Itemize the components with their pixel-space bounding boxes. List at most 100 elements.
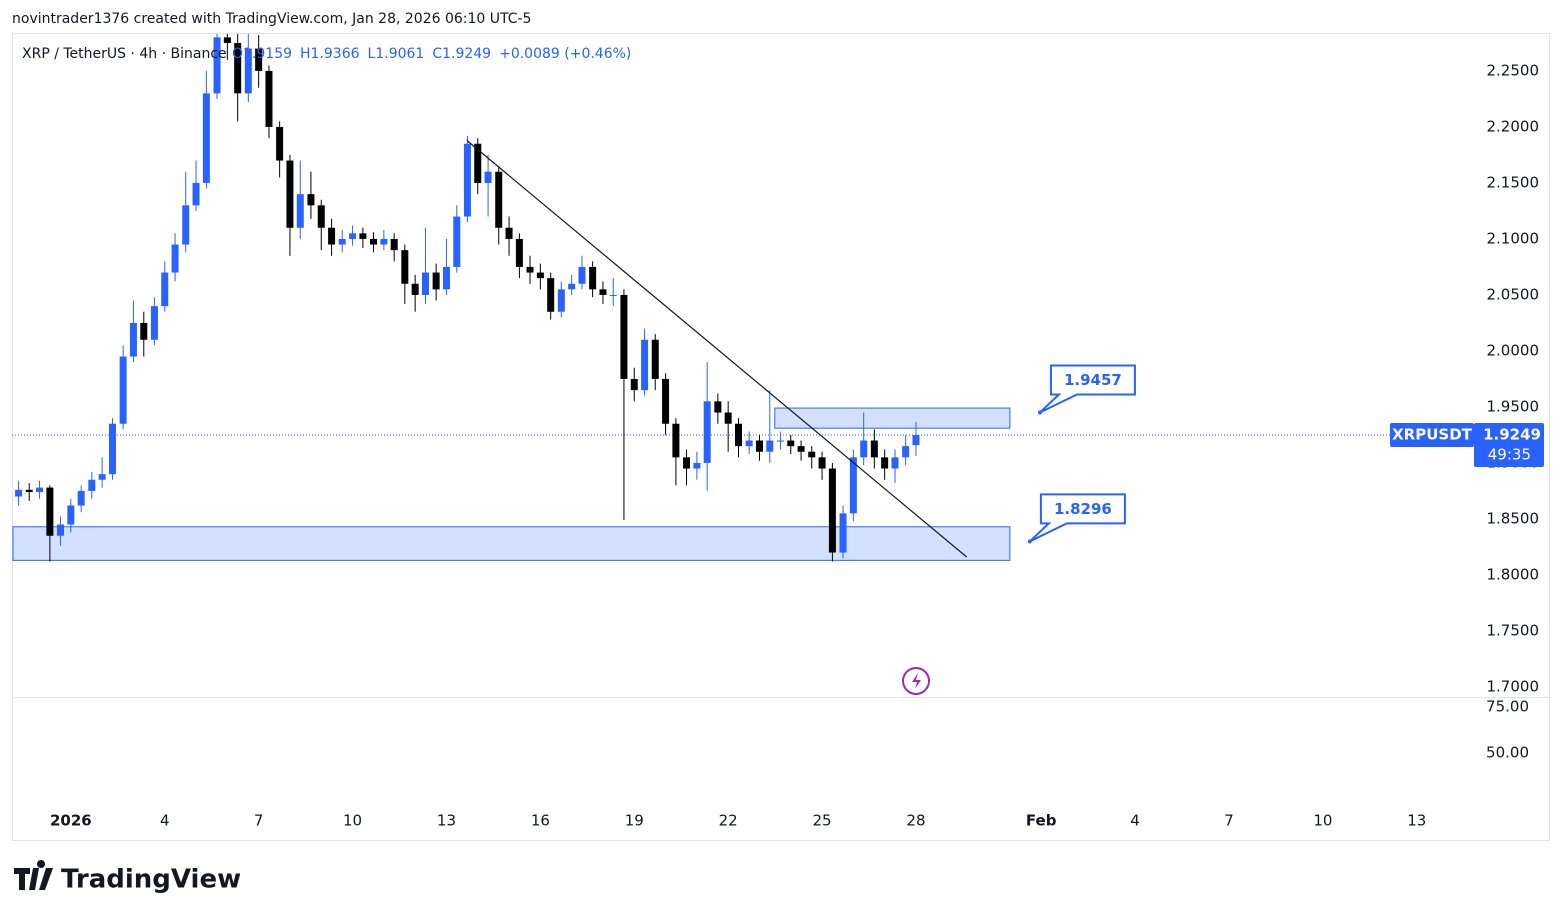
- y-tick-label: 2.2500: [1487, 61, 1540, 79]
- candle-body: [276, 126, 284, 161]
- x-tick-label: 10: [1313, 812, 1332, 830]
- candle-body: [202, 93, 210, 183]
- candle-body: [36, 487, 44, 493]
- candle-body: [578, 266, 586, 284]
- candle-body: [453, 216, 461, 267]
- candle-body: [328, 227, 336, 245]
- candle-body: [536, 272, 544, 279]
- candle-body: [171, 244, 179, 273]
- callout-box: [1039, 364, 1136, 414]
- candle-body: [108, 423, 116, 475]
- indicator-tick-label: 50.00: [1486, 744, 1529, 762]
- candle-body: [609, 294, 617, 296]
- candle-body: [119, 356, 127, 424]
- candle-body: [683, 457, 691, 469]
- candle-body: [286, 160, 294, 228]
- candle-body: [849, 457, 857, 514]
- x-tick-label: 22: [719, 812, 738, 830]
- candle-body: [745, 440, 753, 447]
- candle-body: [359, 233, 367, 239]
- x-tick-label: 19: [625, 812, 644, 830]
- candle-body: [15, 489, 23, 497]
- zone: [774, 407, 1011, 429]
- candle-body: [787, 440, 795, 447]
- candle-body: [161, 272, 169, 307]
- countdown: 49:35: [1488, 446, 1531, 464]
- candle-body: [547, 278, 555, 312]
- candle-body: [714, 401, 722, 413]
- y-tick-label: 1.7000: [1487, 677, 1540, 695]
- x-tick-label: 25: [813, 812, 832, 830]
- x-tick-label: 2026: [50, 812, 92, 830]
- candle-body: [912, 435, 920, 446]
- x-tick-label: 16: [531, 812, 550, 830]
- candle-body: [620, 294, 628, 379]
- candle-body: [401, 250, 409, 284]
- candle-body: [505, 227, 513, 239]
- y-tick-label: 2.1000: [1487, 229, 1540, 247]
- y-tick-label: 2.0500: [1487, 285, 1540, 303]
- candle-body: [46, 487, 54, 536]
- x-tick-label: 4: [160, 812, 170, 830]
- x-tick-label: 13: [1407, 812, 1426, 830]
- candle-body: [881, 457, 889, 469]
- candle-body: [703, 401, 711, 463]
- candle-body: [370, 238, 378, 245]
- candle-body: [77, 490, 85, 506]
- candle-body: [808, 451, 816, 458]
- y-tick-label: 1.8500: [1487, 509, 1540, 527]
- x-tick-label: 13: [437, 812, 456, 830]
- candle-body: [662, 378, 670, 424]
- candle-body: [25, 489, 33, 493]
- candle-body: [98, 474, 106, 480]
- candle-body: [223, 37, 231, 43]
- candle-body: [390, 238, 398, 251]
- candle-body: [755, 440, 763, 452]
- candle-body: [463, 143, 471, 217]
- symbol-tag-text: XRPUSDT: [1392, 426, 1473, 444]
- y-tick-label: 2.1500: [1487, 173, 1540, 191]
- candle-body: [296, 194, 304, 228]
- candle-body: [515, 238, 523, 267]
- legend-value: L1.9061: [368, 46, 425, 62]
- candle-body: [766, 440, 774, 452]
- candle-body: [307, 194, 315, 206]
- callout-label: 1.8296: [1054, 500, 1112, 518]
- candle-body: [526, 266, 534, 273]
- candle-body: [818, 457, 826, 469]
- zone: [12, 526, 1011, 561]
- candle-body: [860, 440, 868, 458]
- candle-body: [630, 378, 638, 391]
- callout-anchor: [1027, 539, 1032, 544]
- trendline: [466, 139, 968, 558]
- callout-anchor: [1037, 410, 1042, 415]
- plot-area: [12, 34, 1470, 562]
- x-tick-label: 10: [343, 812, 362, 830]
- candle-body: [213, 37, 221, 94]
- candle-body: [693, 462, 701, 469]
- candle-body: [88, 479, 96, 491]
- alert-icon: [902, 667, 930, 695]
- y-tick-label: 1.7500: [1487, 621, 1540, 639]
- y-tick-label: 1.8000: [1487, 565, 1540, 583]
- brand: TradingView: [61, 865, 241, 895]
- header: novintrader1376 created with TradingView…: [12, 11, 531, 27]
- chart-border: [12, 33, 1550, 841]
- indicator-tick-label: 75.00: [1486, 697, 1529, 715]
- legend-value: C1.9249: [432, 46, 491, 62]
- candle-body: [870, 440, 878, 458]
- candle-body: [672, 423, 680, 458]
- candle-body: [776, 440, 784, 442]
- symbol: XRP / TetherUS · 4h · Binance: [22, 46, 227, 62]
- candle-body: [67, 505, 75, 525]
- candle-body: [192, 182, 200, 206]
- candle-body: [641, 339, 649, 391]
- candle-body: [182, 205, 190, 245]
- candle-body: [432, 272, 440, 290]
- candle-body: [129, 322, 137, 357]
- logo-mark: [14, 860, 53, 890]
- legend-value: +0.0089 (+0.46%): [499, 46, 631, 62]
- candle-body: [380, 238, 388, 245]
- candle-body: [338, 238, 346, 245]
